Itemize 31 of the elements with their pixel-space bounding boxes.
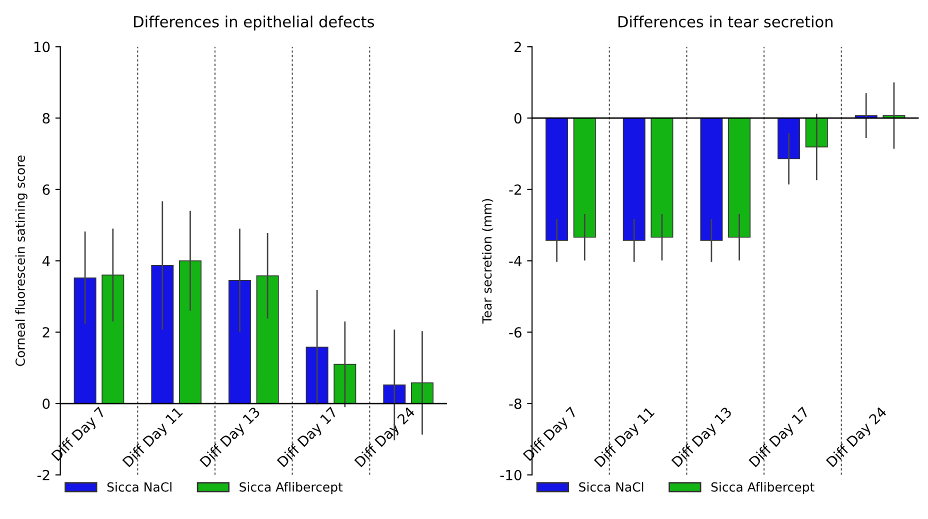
bar	[228, 280, 251, 404]
y-tick-label: -2	[509, 184, 521, 195]
y-tick-label: 2	[42, 327, 50, 338]
bar	[151, 265, 174, 404]
y-tick-label: -2	[37, 470, 50, 480]
y-axis-title: Corneal fluorescein satining score	[15, 156, 28, 366]
bar	[306, 346, 328, 404]
chart-title: Differences in tear secretion	[618, 16, 833, 28]
y-tick-label: 6	[42, 184, 50, 195]
y-tick-label: -10	[500, 470, 522, 480]
chart-title: Differences in epithelial defects	[134, 16, 374, 30]
y-axis-title: Tear secretion (mm)	[482, 199, 494, 324]
y-tick-label: 10	[34, 42, 50, 52]
y-tick-label: -8	[509, 398, 522, 409]
bar	[74, 278, 96, 404]
y-tick-label: 2	[514, 42, 521, 52]
legend-label: Sicca NaCl	[107, 482, 172, 492]
bar	[102, 274, 124, 404]
y-tick-label: 8	[42, 113, 50, 124]
y-tick-label: -4	[509, 256, 522, 266]
y-tick-label: 0	[514, 113, 522, 124]
legend-label: Sicca Aflibercept	[240, 482, 343, 494]
bar	[256, 275, 279, 404]
legend-label: Sicca Aflibercept	[711, 482, 814, 494]
x-tick-label: Diff Day 13	[671, 406, 734, 470]
y-tick-label: 0	[42, 398, 50, 409]
bar	[178, 260, 202, 404]
bar	[334, 364, 356, 404]
y-tick-label: -6	[509, 327, 522, 338]
legend-label: Sicca NaCl	[579, 482, 644, 492]
y-tick-label: 4	[42, 256, 50, 266]
